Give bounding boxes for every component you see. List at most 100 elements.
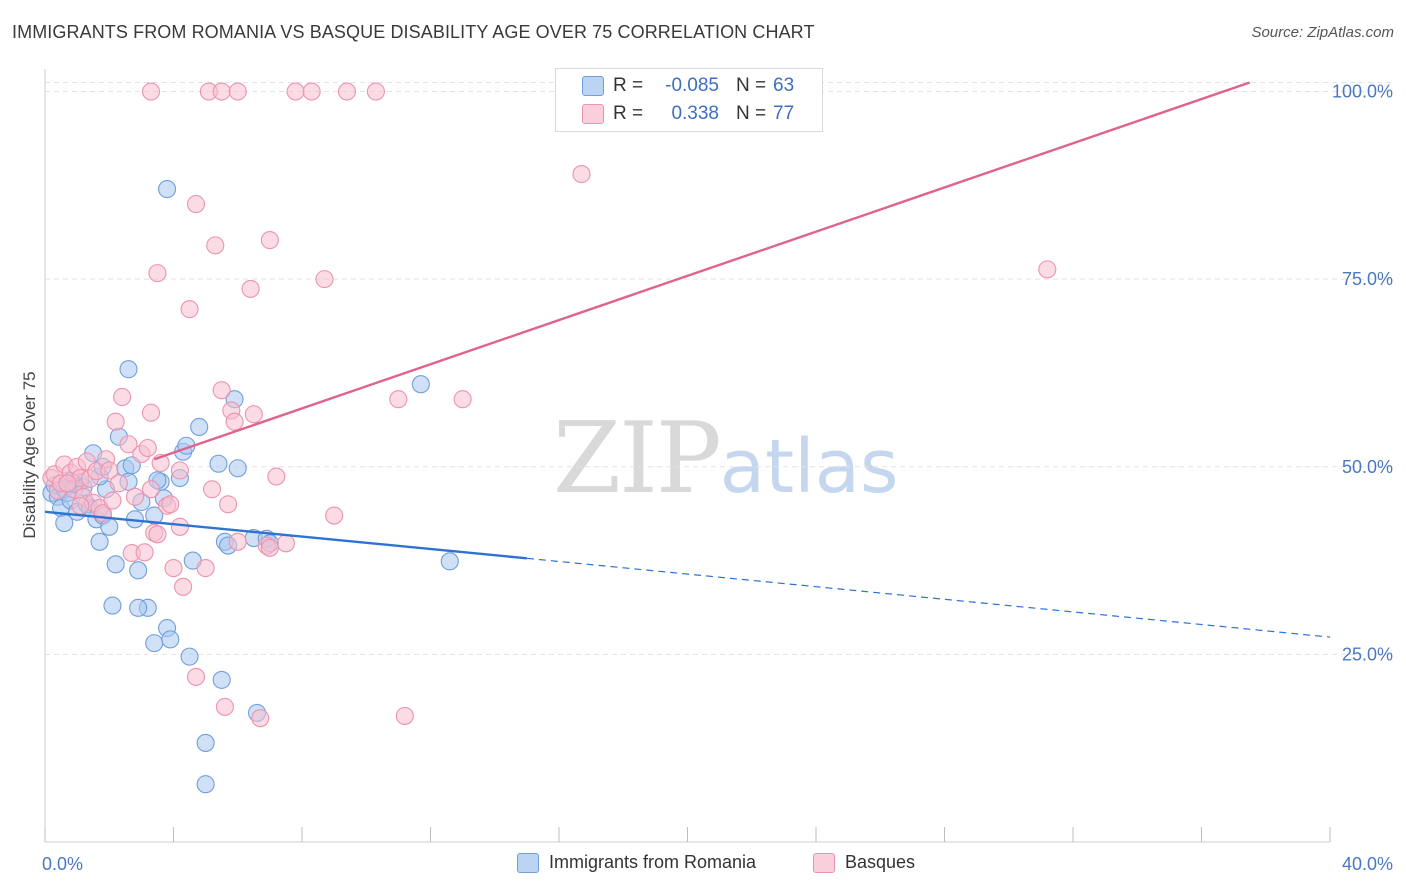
basque-point bbox=[389, 390, 408, 409]
y-tick-label: 100.0% bbox=[1332, 82, 1393, 102]
romania-point bbox=[196, 775, 215, 794]
basque-point bbox=[138, 438, 157, 458]
basque-point bbox=[148, 264, 167, 283]
basque-point bbox=[125, 487, 144, 506]
basque-point bbox=[286, 82, 305, 101]
romania-point bbox=[158, 180, 177, 199]
romania-point bbox=[209, 454, 228, 473]
legend-swatch-romania bbox=[517, 852, 539, 873]
x-tick-label: 0.0% bbox=[42, 854, 83, 874]
basque-point bbox=[260, 231, 279, 250]
romania-point bbox=[106, 555, 125, 574]
basque-point bbox=[164, 559, 183, 578]
romania-point bbox=[103, 596, 122, 615]
basque-point bbox=[212, 381, 231, 400]
romania-point bbox=[190, 417, 209, 437]
basque-point bbox=[219, 495, 238, 514]
basque-point bbox=[71, 496, 90, 515]
legend-r-value: 0.338 bbox=[671, 103, 719, 124]
chart-title: IMMIGRANTS FROM ROMANIA VS BASQUE DISABI… bbox=[12, 22, 815, 42]
legend-n-label: N = bbox=[736, 75, 767, 96]
basque-point bbox=[203, 480, 222, 499]
x-tick-label: 40.0% bbox=[1342, 854, 1393, 874]
basque-point bbox=[453, 390, 472, 409]
basque-point bbox=[276, 534, 295, 553]
basque-point bbox=[212, 82, 231, 101]
legend-label-romania: Immigrants from Romania bbox=[549, 852, 757, 872]
basque-point bbox=[225, 412, 244, 431]
basque-point bbox=[148, 525, 167, 544]
correlation-legend: R = -0.085 N = 63 R = 0.338 N = 77 bbox=[555, 68, 823, 132]
legend-r-label: R = bbox=[613, 103, 644, 124]
basque-point bbox=[119, 435, 138, 454]
basque-point bbox=[267, 467, 286, 486]
legend-item-romania[interactable]: Immigrants from Romania bbox=[517, 852, 756, 873]
source-credit: Source: ZipAtlas.com bbox=[1251, 24, 1394, 41]
basque-point bbox=[106, 412, 125, 431]
romania-point bbox=[180, 647, 199, 666]
basque-point bbox=[337, 82, 357, 101]
romania-trend-extension bbox=[526, 557, 1331, 638]
romania-point bbox=[129, 598, 148, 617]
romania-point bbox=[119, 360, 138, 379]
romania-point bbox=[145, 634, 164, 653]
basque-point bbox=[170, 517, 189, 536]
basque-point bbox=[395, 706, 414, 725]
romania-point bbox=[411, 375, 430, 394]
basque-point bbox=[186, 195, 206, 214]
legend-n-label: N = bbox=[736, 103, 767, 124]
basque-point bbox=[58, 474, 77, 493]
basque-point bbox=[174, 577, 193, 596]
romania-point bbox=[440, 552, 459, 571]
y-tick-label: 25.0% bbox=[1342, 644, 1393, 664]
basque-point bbox=[244, 405, 263, 424]
legend-r-label: R = bbox=[613, 75, 644, 96]
basque-point bbox=[1038, 260, 1057, 279]
legend-swatch-romania bbox=[582, 76, 604, 96]
basque-point bbox=[170, 461, 189, 480]
romania-point bbox=[161, 630, 180, 649]
basque-point bbox=[141, 82, 161, 101]
basque-point bbox=[260, 538, 279, 557]
romania-point bbox=[196, 733, 215, 752]
romania-trend-line bbox=[44, 510, 527, 560]
watermark-zip: ZIP bbox=[553, 402, 722, 516]
basque-point bbox=[302, 82, 321, 101]
basque-point bbox=[161, 495, 180, 514]
basque-point bbox=[113, 387, 132, 407]
basque-point bbox=[228, 82, 247, 101]
legend-item-basques[interactable]: Basques bbox=[813, 852, 915, 873]
basque-point bbox=[572, 165, 591, 184]
basque-point bbox=[100, 461, 119, 480]
basque-point bbox=[228, 532, 247, 551]
basque-point bbox=[180, 300, 199, 319]
basque-point bbox=[206, 236, 225, 255]
basque-point bbox=[215, 697, 234, 716]
legend-r-value: -0.085 bbox=[665, 75, 719, 96]
romania-point bbox=[212, 670, 231, 689]
basque-point bbox=[196, 559, 215, 578]
basque-point bbox=[141, 480, 161, 499]
legend-n-value: 63 bbox=[773, 75, 795, 96]
basque-point bbox=[241, 279, 260, 298]
basque-point bbox=[135, 543, 154, 562]
y-tick-label: 75.0% bbox=[1342, 269, 1393, 289]
basque-trend-line bbox=[153, 81, 1251, 461]
basque-point bbox=[315, 270, 334, 289]
legend-label-basques: Basques bbox=[845, 852, 916, 872]
basque-point bbox=[141, 403, 161, 422]
basque-point bbox=[109, 474, 128, 493]
legend-n-value: 77 bbox=[773, 103, 795, 124]
basque-point bbox=[186, 667, 206, 686]
legend-swatch-basques bbox=[582, 104, 604, 124]
legend-swatch-basques bbox=[813, 852, 835, 873]
romania-point bbox=[90, 532, 109, 551]
romania-point bbox=[228, 459, 247, 478]
y-tick-label: 50.0% bbox=[1342, 457, 1393, 477]
romania-point bbox=[129, 561, 148, 580]
basque-point bbox=[251, 709, 270, 728]
series-legend: Immigrants from Romania Basques bbox=[0, 852, 1406, 878]
romania-point bbox=[55, 513, 74, 533]
basque-point bbox=[325, 506, 344, 525]
